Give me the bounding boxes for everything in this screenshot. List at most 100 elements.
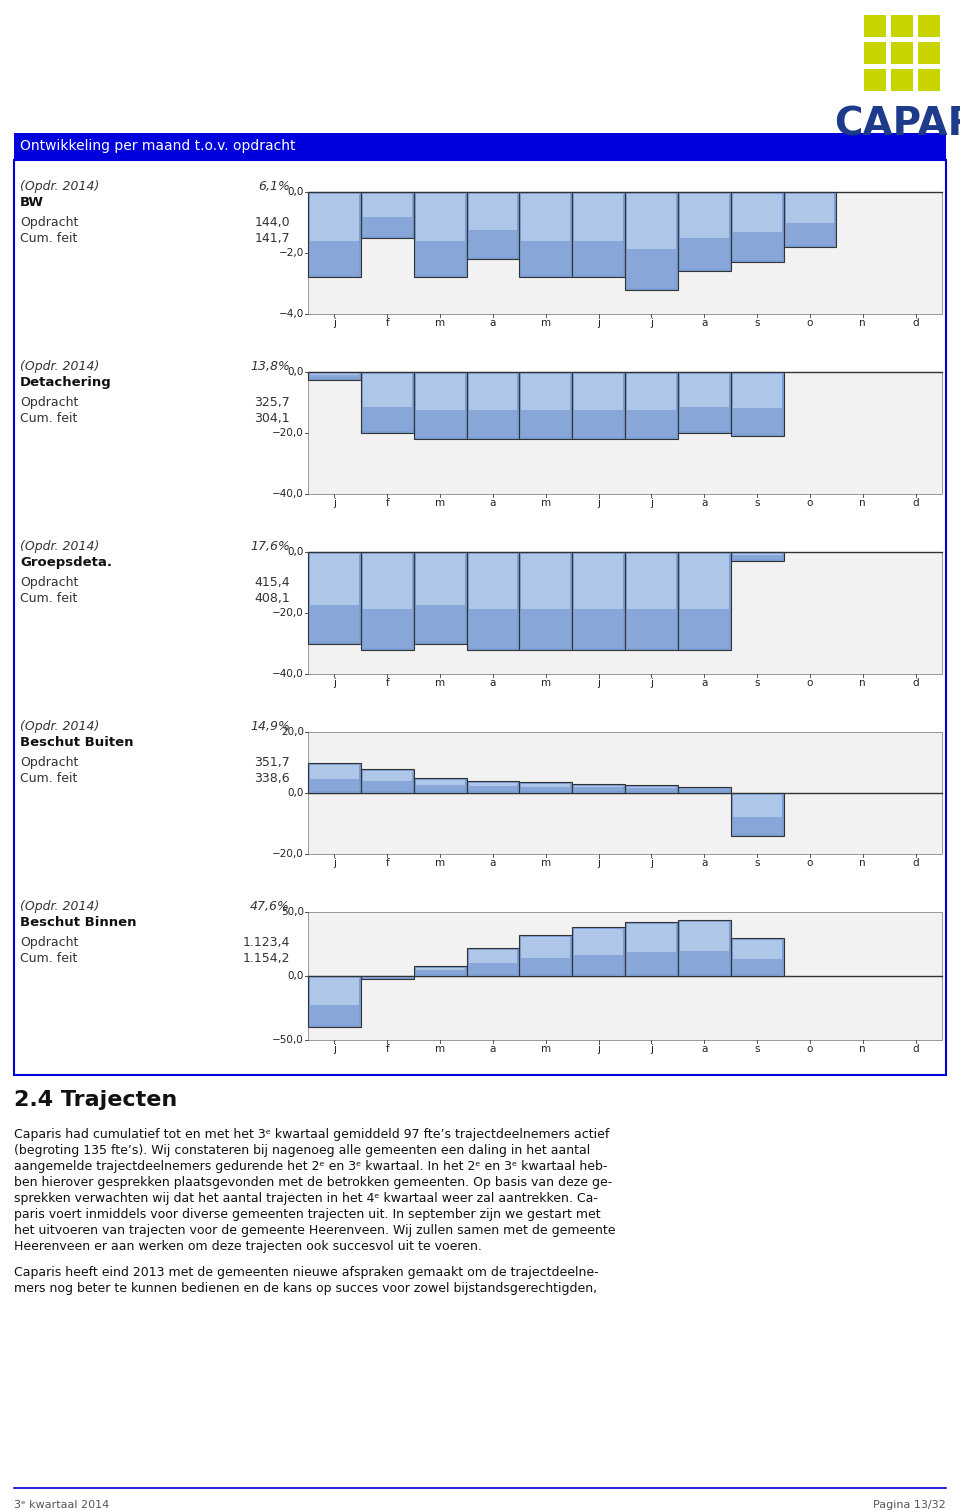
Bar (627, 952, 676, 975)
Bar (627, 925, 676, 975)
Bar (310, 375, 359, 378)
Bar (521, 411, 570, 437)
Bar (416, 970, 465, 975)
Text: 2.4 Trajecten: 2.4 Trajecten (14, 1089, 178, 1111)
Text: Opdracht: Opdracht (20, 935, 79, 949)
Bar (572, 928, 625, 976)
Text: j: j (650, 858, 653, 867)
Text: m: m (540, 1044, 551, 1055)
Text: o: o (806, 678, 813, 688)
Text: n: n (859, 499, 866, 508)
Bar (574, 411, 623, 437)
Text: Opdracht: Opdracht (20, 576, 79, 589)
Text: m: m (435, 678, 445, 688)
Bar (416, 193, 465, 275)
Text: j: j (650, 499, 653, 508)
Text: j: j (597, 1044, 600, 1055)
Bar (521, 555, 570, 648)
Text: m: m (435, 1044, 445, 1055)
Text: a: a (701, 317, 708, 328)
Text: a: a (490, 858, 496, 867)
Text: m: m (435, 858, 445, 867)
Bar (363, 193, 412, 236)
Bar (574, 955, 623, 975)
Text: a: a (490, 317, 496, 328)
Bar (363, 555, 412, 648)
Bar (678, 920, 731, 976)
Bar (731, 552, 783, 561)
Text: a: a (490, 1044, 496, 1055)
Text: m: m (540, 858, 551, 867)
Bar (310, 778, 359, 790)
Text: Cum. feit: Cum. feit (20, 952, 78, 966)
Bar (416, 784, 465, 790)
Text: Caparis heeft eind 2013 met de gemeenten nieuwe afspraken gemaakt om de trajectd: Caparis heeft eind 2013 met de gemeenten… (14, 1266, 599, 1278)
Text: n: n (859, 317, 866, 328)
Bar (310, 978, 359, 1024)
Bar (14, 160, 946, 1074)
Bar (467, 552, 519, 650)
Bar (414, 552, 467, 644)
Text: mers nog beter te kunnen bedienen en de kans op succes voor zowel bijstandsgerec: mers nog beter te kunnen bedienen en de … (14, 1281, 597, 1295)
Bar (521, 193, 570, 275)
Text: −20,0: −20,0 (273, 849, 304, 858)
Bar (574, 555, 623, 648)
Text: −20,0: −20,0 (273, 428, 304, 438)
Bar (678, 372, 731, 434)
Bar (732, 193, 781, 260)
Text: f: f (385, 1044, 389, 1055)
Text: (begroting 135 fte’s). Wij constateren bij nagenoeg alle gemeenten een daling in: (begroting 135 fte’s). Wij constateren b… (14, 1144, 590, 1157)
Bar (361, 976, 414, 979)
Bar (625, 552, 678, 650)
Bar (361, 192, 414, 237)
Text: s: s (755, 499, 759, 508)
Bar (308, 913, 942, 1040)
Bar (680, 237, 729, 269)
Text: d: d (912, 1044, 919, 1055)
Text: 6,1%: 6,1% (258, 180, 290, 193)
Text: o: o (806, 1044, 813, 1055)
Text: 14,9%: 14,9% (251, 721, 290, 733)
Text: f: f (385, 499, 389, 508)
Text: j: j (650, 317, 653, 328)
Bar (363, 218, 412, 236)
Bar (310, 604, 359, 642)
Text: Beschut Buiten: Beschut Buiten (20, 736, 133, 749)
Text: CAPARIS: CAPARIS (834, 106, 960, 144)
Bar (783, 192, 836, 246)
Bar (732, 555, 781, 559)
Text: j: j (597, 499, 600, 508)
Text: a: a (701, 858, 708, 867)
Text: 0,0: 0,0 (288, 187, 304, 196)
Bar (363, 375, 412, 431)
Bar (680, 952, 729, 975)
Bar (678, 552, 731, 650)
Bar (864, 42, 886, 63)
Bar (308, 372, 942, 494)
Text: d: d (912, 499, 919, 508)
Text: 0,0: 0,0 (288, 972, 304, 981)
Bar (574, 609, 623, 648)
Bar (414, 778, 467, 793)
Bar (680, 193, 729, 269)
Text: 0,0: 0,0 (288, 789, 304, 798)
Text: 1.123,4: 1.123,4 (243, 935, 290, 949)
Text: Cum. feit: Cum. feit (20, 772, 78, 786)
Bar (416, 780, 465, 790)
Bar (363, 609, 412, 648)
Bar (627, 609, 676, 648)
Bar (732, 816, 781, 834)
Text: 17,6%: 17,6% (251, 539, 290, 553)
Text: Caparis had cumulatief tot en met het 3ᵉ kwartaal gemiddeld 97 fte’s trajectdeel: Caparis had cumulatief tot en met het 3ᵉ… (14, 1129, 610, 1141)
Bar (308, 976, 361, 1027)
Text: 13,8%: 13,8% (251, 360, 290, 373)
Bar (519, 935, 572, 976)
Bar (519, 552, 572, 650)
Bar (572, 192, 625, 278)
Text: n: n (859, 858, 866, 867)
Bar (468, 230, 517, 257)
Bar (918, 15, 940, 36)
Bar (521, 242, 570, 275)
Text: sprekken verwachten wij dat het aantal trajecten in het 4ᵉ kwartaal weer zal aan: sprekken verwachten wij dat het aantal t… (14, 1192, 598, 1204)
Bar (680, 609, 729, 648)
